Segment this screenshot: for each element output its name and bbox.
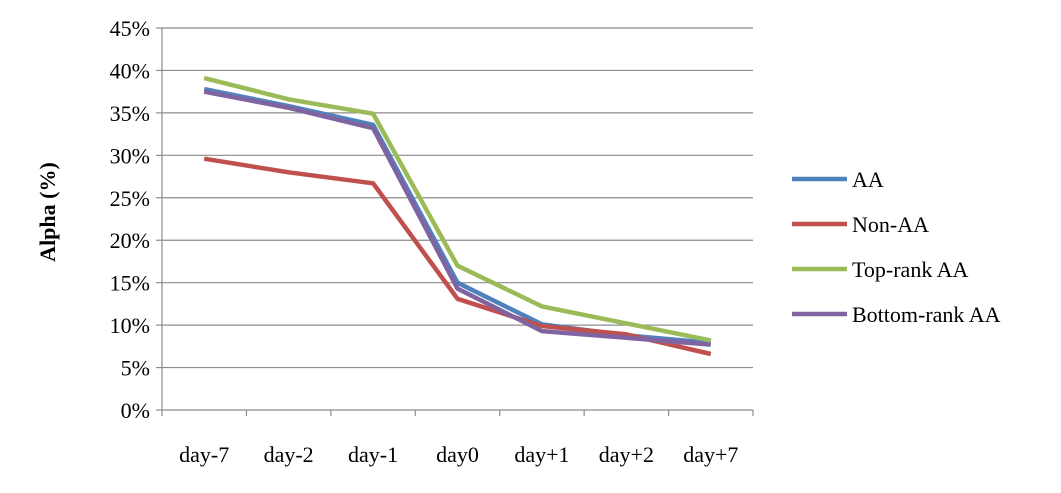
x-tick-label: day+1 xyxy=(514,442,569,467)
x-tick-label: day-1 xyxy=(348,442,398,467)
y-tick-label: 15% xyxy=(110,271,150,296)
y-tick-label: 20% xyxy=(110,228,150,253)
legend-label: Non-AA xyxy=(852,212,929,237)
grid xyxy=(162,27,753,369)
x-tick-label: day-7 xyxy=(179,442,229,467)
x-tick-label: day0 xyxy=(436,442,479,467)
y-tick-label: 0% xyxy=(121,398,150,423)
series-line-aa xyxy=(203,86,712,346)
y-tick-label: 10% xyxy=(110,313,150,338)
axes xyxy=(156,27,754,416)
y-tick-label: 5% xyxy=(121,356,150,381)
x-tick-labels: day-7 day-2 day-1 day0 day+1 day+2 day+7 xyxy=(179,442,738,467)
y-tick-label: 25% xyxy=(110,186,150,211)
y-tick-labels: 0% 5% 10% 15% 20% 25% 30% 35% 40% 45% xyxy=(110,16,150,423)
x-tick-label: day+2 xyxy=(599,442,654,467)
y-tick-label: 30% xyxy=(110,143,150,168)
legend-label: Bottom-rank AA xyxy=(852,302,1001,327)
y-axis-label: Alpha (%) xyxy=(35,162,60,262)
legend-label: AA xyxy=(852,167,884,192)
legend: AA Non-AA Top-rank AA Bottom-rank AA xyxy=(792,167,1001,327)
y-tick-label: 40% xyxy=(110,58,150,83)
y-tick-label: 45% xyxy=(110,16,150,41)
x-tick-label: day-2 xyxy=(264,442,314,467)
x-tick-label: day+7 xyxy=(683,442,738,467)
series-line-non-aa xyxy=(203,156,712,357)
y-tick-label: 35% xyxy=(110,101,150,126)
legend-label: Top-rank AA xyxy=(852,257,968,282)
series-line-top-rank-aa xyxy=(203,75,712,343)
series-lines xyxy=(203,75,712,357)
series-line-bottom-rank-aa xyxy=(203,89,711,347)
